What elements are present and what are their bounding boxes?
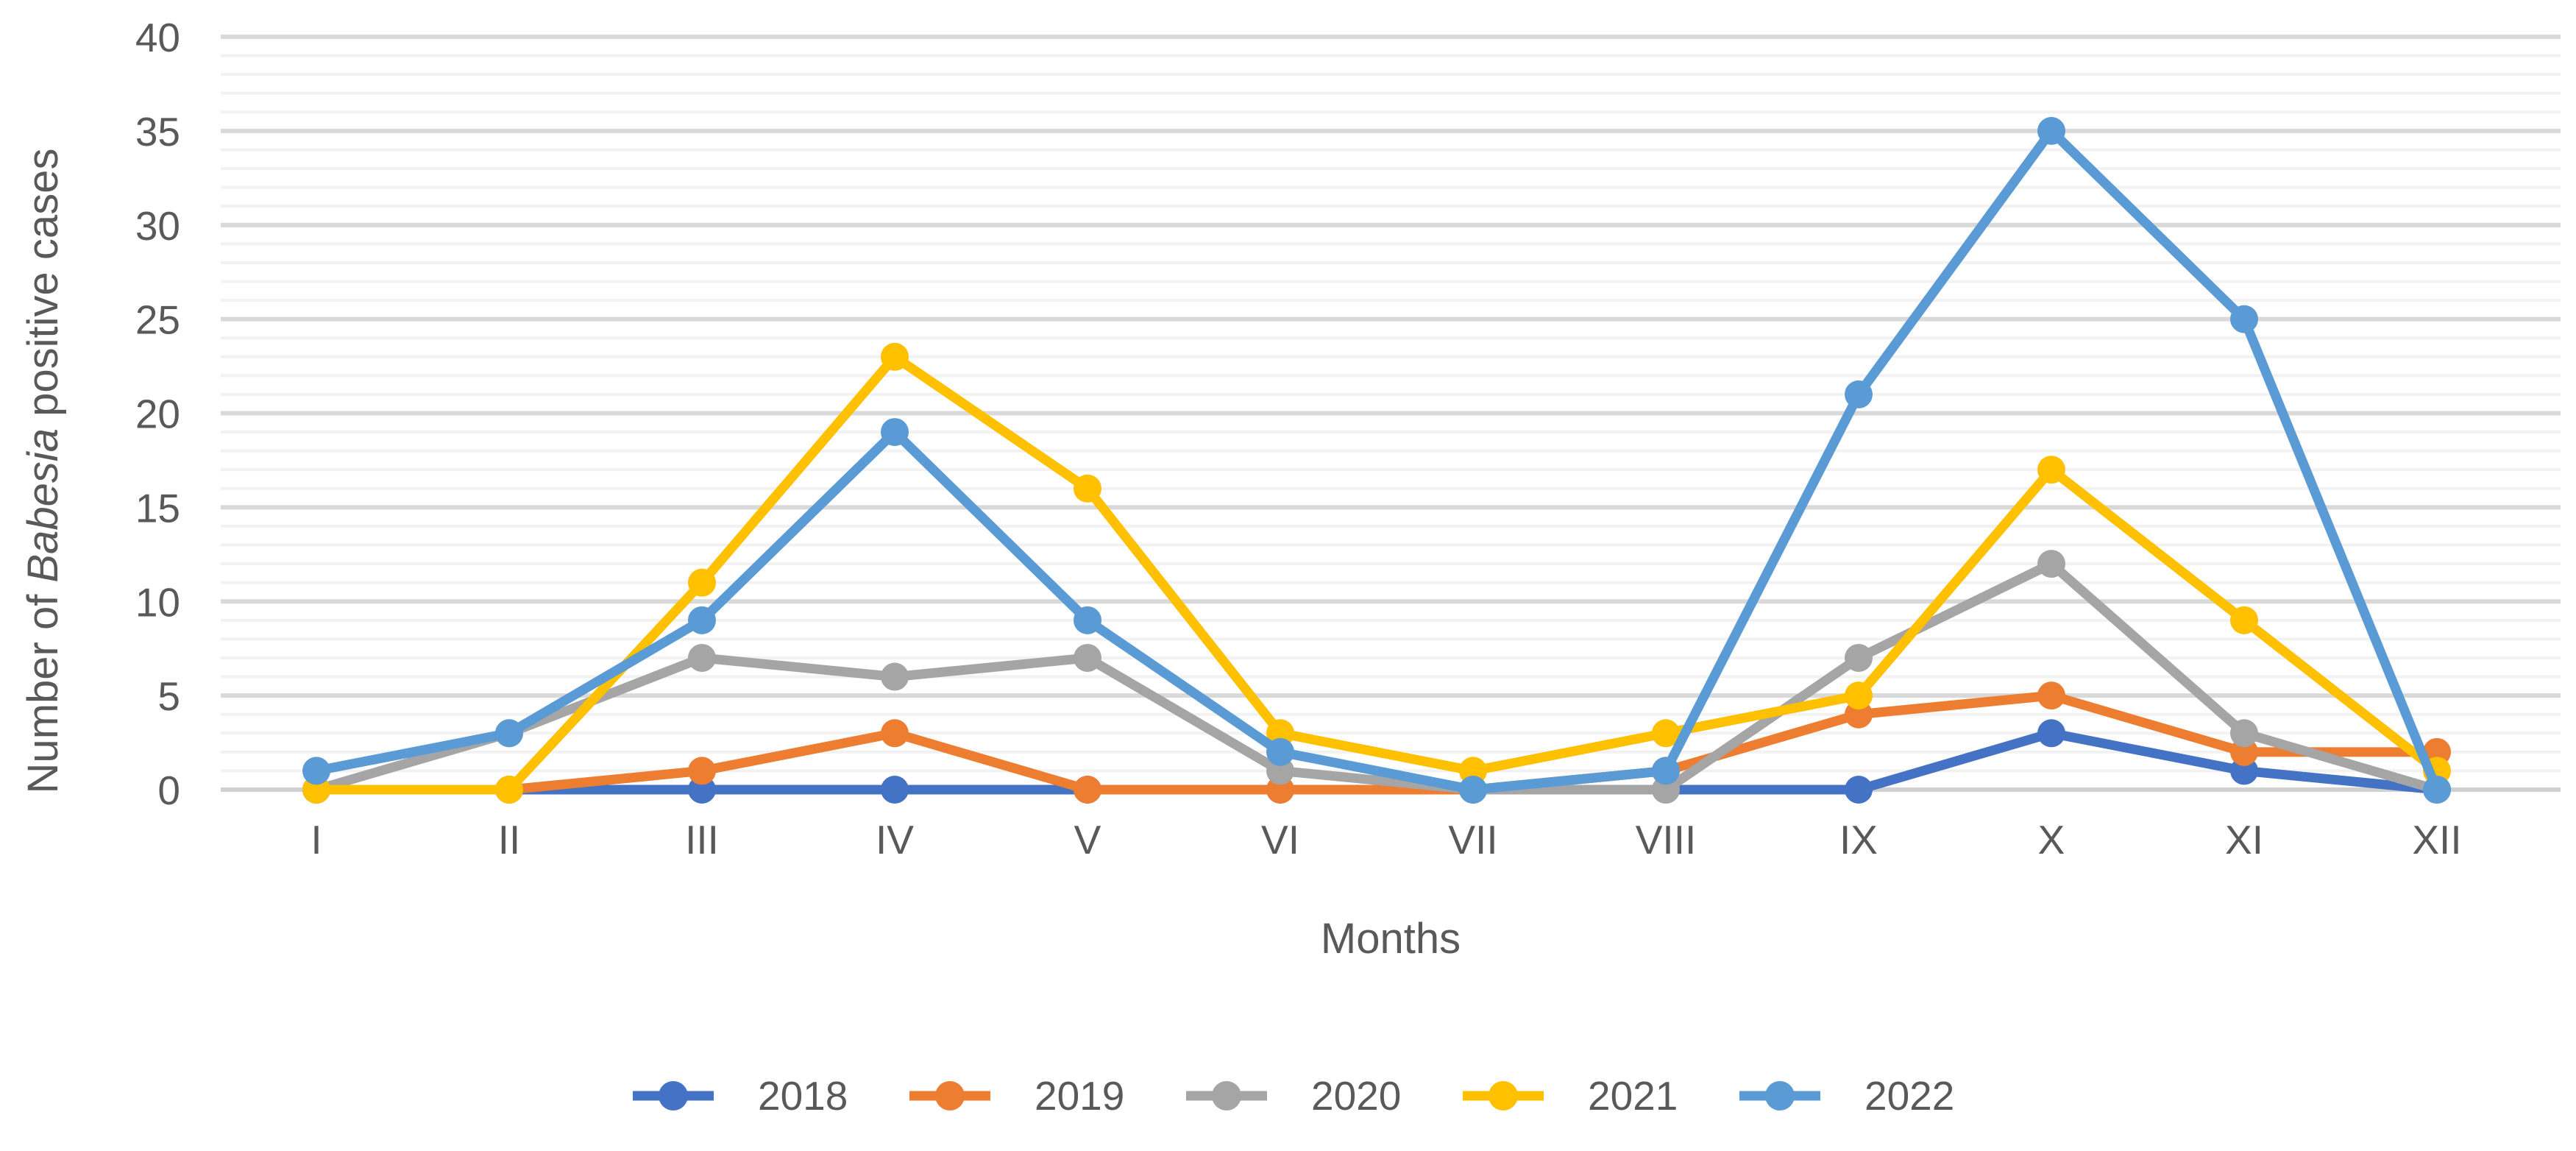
x-tick-label: IX — [1839, 817, 1878, 863]
x-tick-label: VIII — [1636, 817, 1697, 863]
series-2022-line — [311, 126, 2442, 795]
series-2021-marker — [2037, 456, 2065, 484]
legend-item-2022: 2022 — [1739, 1073, 1954, 1119]
y-tick-label: 30 — [135, 203, 180, 249]
series-2020-marker — [881, 662, 909, 691]
series-2021-marker — [495, 776, 523, 804]
series-2022-marker — [1845, 380, 1873, 408]
series-2019-marker — [2037, 681, 2065, 710]
series-2022-marker — [2037, 116, 2065, 145]
y-tick-label: 15 — [135, 485, 180, 531]
legend-item-2020: 2020 — [1186, 1073, 1401, 1119]
x-axis-title: Months — [1321, 915, 1461, 963]
legend-label: 2018 — [758, 1073, 848, 1119]
y-tick-label: 40 — [135, 15, 180, 60]
legend-item-2018: 2018 — [633, 1073, 848, 1119]
x-tick-label: IV — [876, 817, 914, 863]
x-tick-label: II — [498, 817, 521, 863]
series-2021-marker — [1652, 719, 1680, 748]
y-tick-label: 35 — [135, 109, 180, 155]
series-2020-marker — [1074, 643, 1101, 672]
legend-key-marker — [1212, 1081, 1241, 1111]
series-2021-marker — [881, 342, 909, 371]
y-tick-label: 25 — [135, 297, 180, 343]
series-2022-marker — [1074, 606, 1101, 634]
y-axis-title-genus: Babesia — [19, 428, 67, 583]
series-2021-marker — [1074, 474, 1101, 503]
legend-key-marker — [659, 1081, 688, 1111]
series-2021-marker — [2230, 606, 2258, 634]
series-2022 — [302, 116, 2451, 804]
series-2019-marker — [881, 719, 909, 748]
series-2021-marker — [1845, 681, 1873, 710]
x-axis-tick-labels: I II III IV V VI VII VIII IX X XI XII — [311, 817, 2461, 863]
series-2020-line — [311, 559, 2442, 795]
legend-key-marker — [1489, 1081, 1518, 1111]
y-tick-label: 20 — [135, 392, 180, 437]
series-2022-marker — [881, 418, 909, 447]
series-2022-marker — [302, 757, 330, 785]
series-2020-marker — [1845, 643, 1873, 672]
series-2020-marker — [688, 643, 716, 672]
y-axis-title-suffix: positive cases — [19, 149, 67, 428]
series-2021-marker — [688, 568, 716, 597]
series-2019-line — [311, 690, 2442, 795]
legend-label: 2019 — [1035, 1073, 1124, 1119]
x-tick-label: VII — [1448, 817, 1497, 863]
series-2022-marker — [2423, 776, 2451, 804]
series-2020-marker — [2037, 550, 2065, 578]
legend-label: 2022 — [1864, 1073, 1954, 1119]
y-tick-label: 5 — [157, 673, 180, 719]
series-2018-marker — [2037, 719, 2065, 748]
x-tick-label: XII — [2412, 817, 2461, 863]
series-2019-marker — [688, 757, 716, 785]
legend-item-2019: 2019 — [909, 1073, 1124, 1119]
series-2022-marker — [1459, 776, 1487, 804]
series-2022-marker — [2230, 305, 2258, 333]
series-2022-marker — [1266, 737, 1294, 766]
x-tick-label: III — [685, 817, 719, 863]
y-axis-tick-labels: 0 5 10 15 20 25 30 35 40 — [135, 15, 180, 813]
x-tick-label: VI — [1261, 817, 1299, 863]
series-2019-marker — [1074, 776, 1101, 804]
series-2022-marker — [1652, 757, 1680, 785]
y-tick-label: 0 — [157, 768, 180, 813]
x-tick-label: V — [1074, 817, 1101, 863]
y-tick-label: 10 — [135, 579, 180, 625]
legend-item-2021: 2021 — [1463, 1073, 1678, 1119]
series-2018-marker — [881, 776, 909, 804]
legend-key-marker — [935, 1081, 965, 1111]
x-tick-label: XI — [2225, 817, 2263, 863]
series-2018-marker — [1845, 776, 1873, 804]
x-tick-label: X — [2038, 817, 2065, 863]
legend-label: 2021 — [1588, 1073, 1678, 1119]
y-axis-title-prefix: Number of — [19, 583, 67, 794]
legend-key-marker — [1765, 1081, 1795, 1111]
series-2022-marker — [495, 719, 523, 748]
y-axis-title: Number of Babesia positive cases — [19, 149, 67, 794]
series-2020-marker — [2230, 719, 2258, 748]
legend-label: 2020 — [1311, 1073, 1401, 1119]
x-tick-label: I — [311, 817, 322, 863]
series-2022-marker — [688, 606, 716, 634]
legend: 2018 2019 2020 2021 2022 — [633, 1073, 1954, 1119]
series-2021-line — [311, 352, 2442, 795]
minor-gridlines — [221, 54, 2561, 773]
series-2021 — [302, 342, 2451, 804]
